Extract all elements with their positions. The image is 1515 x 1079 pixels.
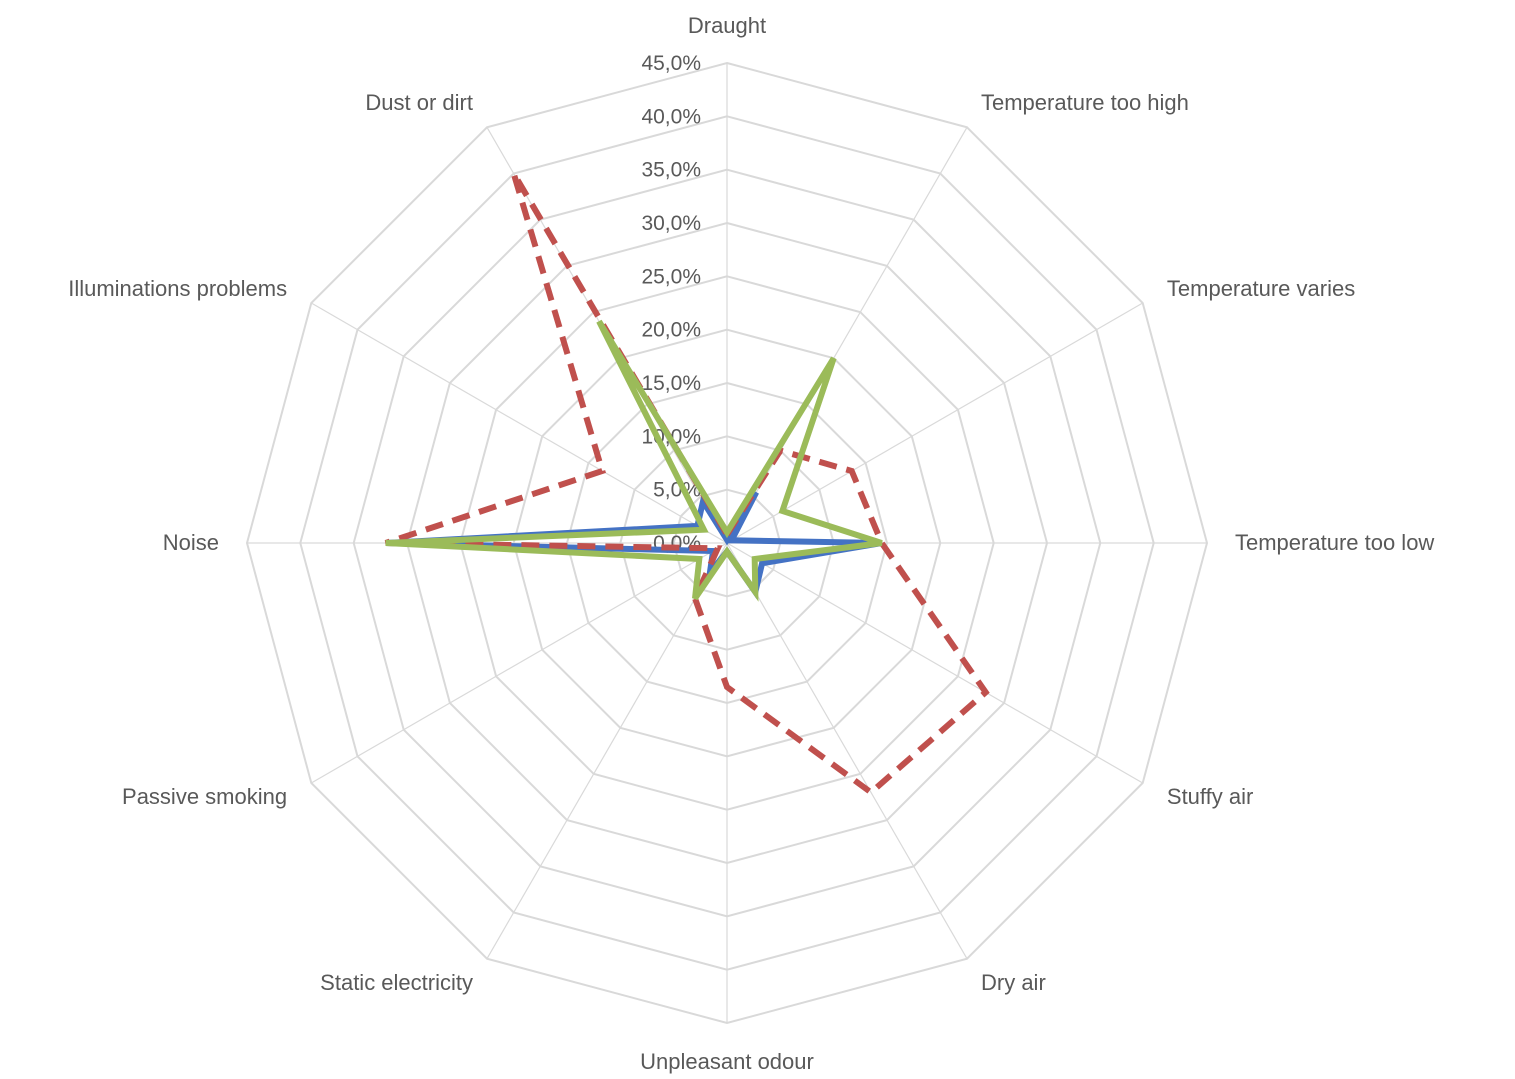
- spoke-4: [726, 542, 1143, 784]
- category-label: Stuffy air: [1167, 784, 1253, 809]
- series-line-2: [384, 171, 990, 797]
- category-label: Static electricity: [320, 970, 473, 995]
- spoke-5: [726, 542, 968, 960]
- spoke-7: [486, 542, 728, 960]
- tick-label: 40,0%: [641, 105, 701, 128]
- spoke-2: [726, 302, 1143, 544]
- category-label: Temperature too high: [981, 90, 1189, 115]
- tick-label: 15,0%: [641, 372, 701, 395]
- category-label: Illuminations problems: [68, 276, 287, 301]
- grid: [245, 61, 1209, 1025]
- category-label: Draught: [688, 13, 766, 38]
- category-labels: Draught Temperature too high Temperature v…: [68, 13, 1434, 1074]
- category-label: Passive smoking: [122, 784, 287, 809]
- category-label: Noise: [163, 530, 219, 555]
- spoke-10: [310, 302, 728, 544]
- tick-label: 35,0%: [641, 159, 701, 182]
- category-label: Unpleasant odour: [640, 1049, 814, 1074]
- tick-label: 20,0%: [641, 319, 701, 342]
- spoke-8: [310, 542, 728, 784]
- category-label: Temperature too low: [1235, 530, 1434, 555]
- tick-label: 25,0%: [641, 265, 701, 288]
- tick-label: 45,0%: [641, 52, 701, 75]
- data-series: [384, 171, 990, 797]
- category-label: Dust or dirt: [365, 90, 473, 115]
- tick-label: 30,0%: [641, 212, 701, 235]
- series-line-3: [385, 319, 883, 602]
- category-label: Temperature varies: [1167, 276, 1355, 301]
- category-label: Dry air: [981, 970, 1046, 995]
